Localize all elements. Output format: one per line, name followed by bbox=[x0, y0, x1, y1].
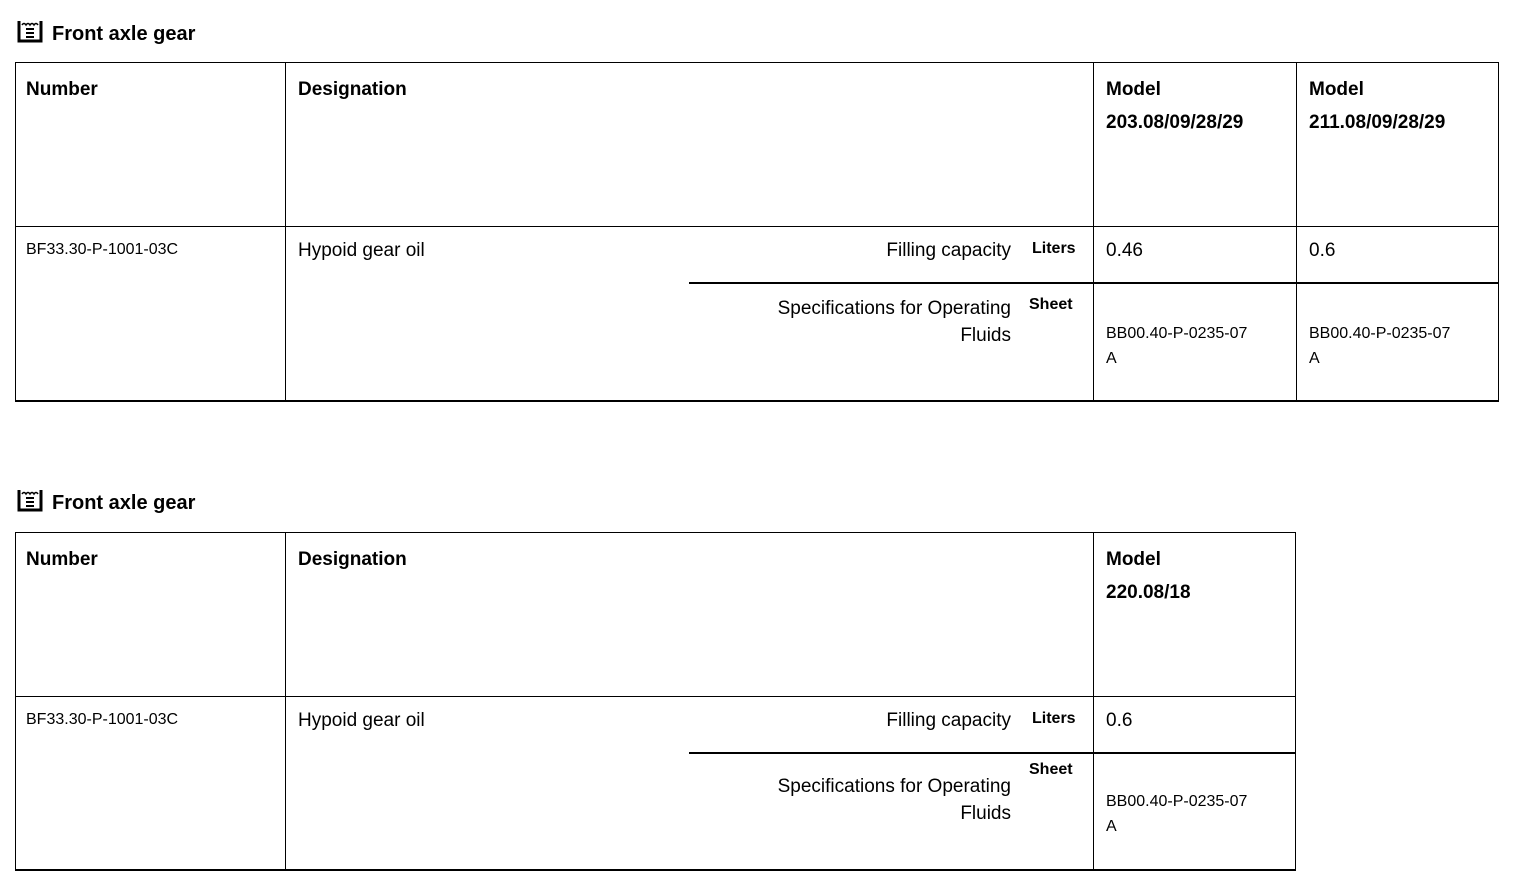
spec-label: Specifications for Operating Fluids bbox=[777, 298, 1011, 346]
header-number: Number bbox=[26, 549, 98, 570]
filling-value: 0.6 bbox=[1106, 710, 1133, 731]
fluid-container-icon bbox=[16, 18, 44, 50]
filling-unit: Liters bbox=[1032, 710, 1076, 727]
section-title-text: Front axle gear bbox=[52, 491, 196, 514]
filling-value: 0.6 bbox=[1309, 240, 1336, 261]
header-model: Model 211.08/09/28/29 bbox=[1309, 79, 1446, 133]
column-divider bbox=[1296, 63, 1297, 400]
header-number: Number bbox=[26, 79, 98, 100]
row-number: BF33.30-P-1001-03C bbox=[26, 711, 179, 728]
header-designation: Designation bbox=[298, 79, 407, 100]
spec-sheet-value: BB00.40-P-0235-07 A bbox=[1106, 325, 1248, 367]
row-divider bbox=[16, 696, 1295, 697]
spec-unit: Sheet bbox=[1029, 296, 1073, 313]
row-divider bbox=[689, 282, 1498, 284]
section-title-text: Front axle gear bbox=[52, 22, 196, 45]
filling-capacity-label: Filling capacity bbox=[886, 710, 1011, 731]
header-model: Model 203.08/09/28/29 bbox=[1106, 79, 1244, 133]
spec-label: Specifications for Operating Fluids bbox=[777, 776, 1011, 824]
column-divider bbox=[285, 533, 286, 869]
section-title: Front axle gear bbox=[16, 18, 195, 50]
column-divider bbox=[1093, 63, 1094, 400]
header-model: Model 220.08/18 bbox=[1106, 549, 1191, 603]
filling-capacity-label: Filling capacity bbox=[886, 240, 1011, 261]
section-title: Front axle gear bbox=[16, 487, 195, 519]
filling-unit: Liters bbox=[1032, 240, 1076, 257]
header-designation: Designation bbox=[298, 549, 407, 570]
fluid-container-icon bbox=[16, 487, 44, 519]
column-divider bbox=[1093, 533, 1094, 869]
spec-unit: Sheet bbox=[1029, 761, 1073, 778]
spec-sheet-value: BB00.40-P-0235-07 A bbox=[1106, 793, 1248, 835]
fluid-table: Number Designation Model 203.08/09/28/29 Mo… bbox=[15, 62, 1499, 402]
row-number: BF33.30-P-1001-03C bbox=[26, 241, 179, 258]
row-divider bbox=[16, 226, 1498, 227]
row-divider bbox=[689, 752, 1295, 754]
row-designation: Hypoid gear oil bbox=[298, 710, 425, 731]
column-divider bbox=[285, 63, 286, 400]
spec-sheet-value: BB00.40-P-0235-07 A bbox=[1309, 325, 1451, 367]
row-designation: Hypoid gear oil bbox=[298, 240, 425, 261]
filling-value: 0.46 bbox=[1106, 240, 1143, 261]
fluid-table: Number Designation Model 220.08/18 BF33.30-… bbox=[15, 532, 1296, 871]
